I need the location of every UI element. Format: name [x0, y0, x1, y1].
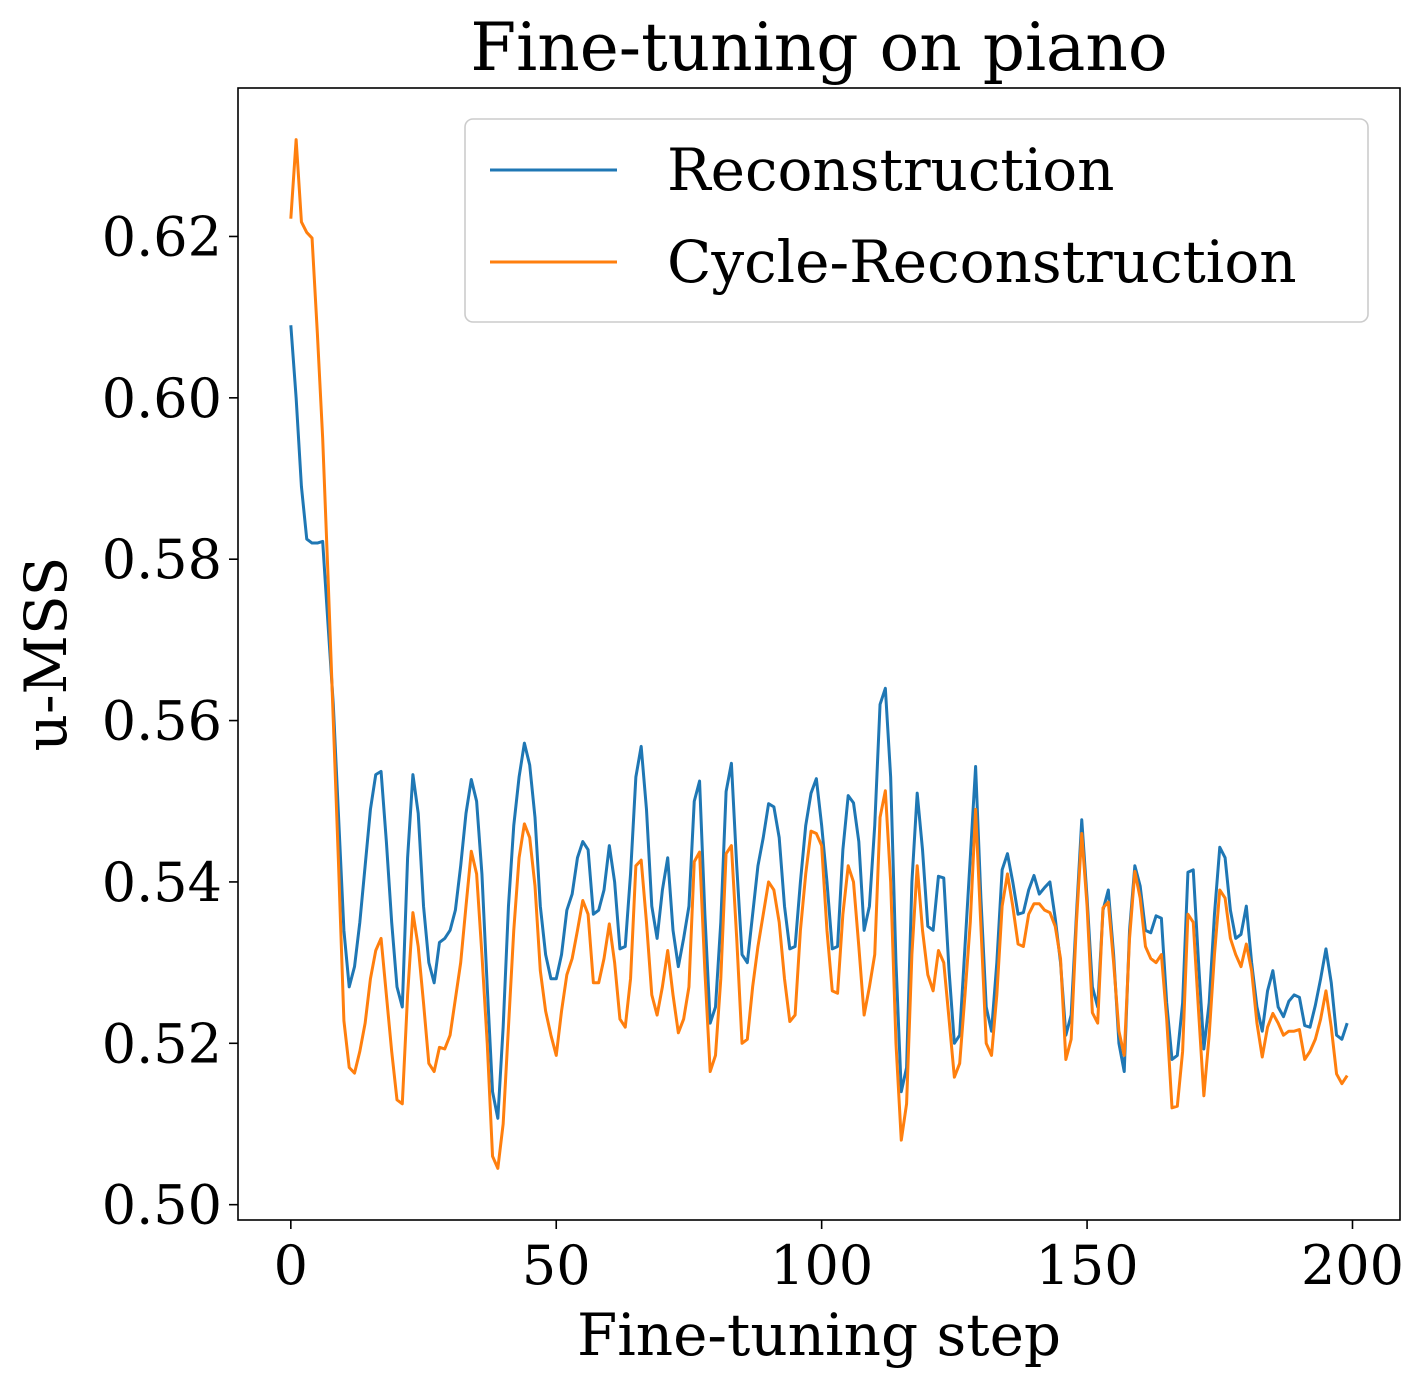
- x-tick-label: 0: [274, 1234, 308, 1297]
- x-tick-label: 200: [1301, 1234, 1404, 1297]
- y-tick-label: 0.60: [102, 367, 222, 430]
- legend-label: Reconstruction: [667, 136, 1115, 204]
- y-axis-label: u-MSS: [12, 557, 80, 752]
- y-tick-label: 0.52: [102, 1012, 222, 1075]
- x-axis-label: Fine-tuning step: [577, 1301, 1061, 1369]
- line-series: [289, 138, 1349, 1170]
- x-tick-label: 50: [522, 1234, 591, 1297]
- x-tick-label: 150: [1036, 1234, 1139, 1297]
- legend-box: [464, 118, 1369, 323]
- line-series: [289, 325, 1349, 1120]
- y-tick-label: 0.62: [102, 205, 222, 268]
- y-tick-label: 0.54: [102, 851, 222, 914]
- plot-frame: [237, 87, 1401, 1221]
- y-tick-label: 0.56: [102, 690, 222, 753]
- x-tick-label: 100: [770, 1234, 873, 1297]
- y-tick-label: 0.58: [102, 528, 222, 591]
- y-tick-label: 0.50: [102, 1174, 222, 1237]
- legend-label: Cycle-Reconstruction: [667, 228, 1297, 296]
- chart-title: Fine-tuning on piano: [470, 9, 1167, 86]
